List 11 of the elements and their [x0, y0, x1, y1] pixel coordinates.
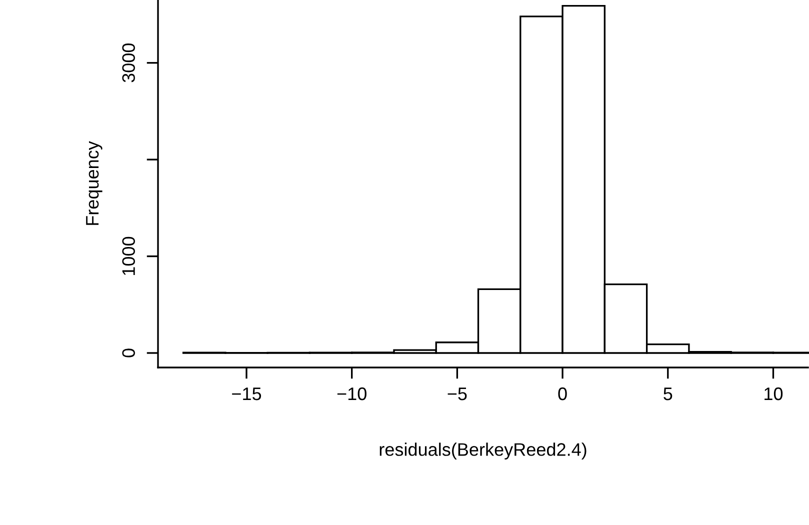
y-tick-label: 3000 [122, 43, 135, 82]
x-tick-label: 10 [764, 387, 783, 400]
y-tick-label: 1000 [122, 236, 135, 275]
x-tick-label: −5 [448, 388, 467, 400]
y-axis-title: Frequency [86, 141, 102, 225]
x-tick-label: 5 [664, 388, 672, 400]
x-axis-title: residuals(BerkeyReed2.4) [380, 442, 586, 460]
x-tick-label: 0 [558, 387, 567, 400]
y-tick-label: 0 [122, 348, 135, 358]
x-tick-label: −10 [337, 387, 366, 400]
x-tick-label: −15 [232, 388, 262, 400]
